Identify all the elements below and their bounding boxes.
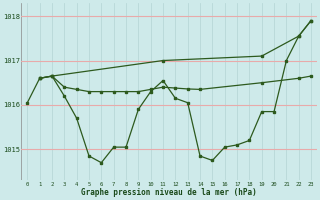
X-axis label: Graphe pression niveau de la mer (hPa): Graphe pression niveau de la mer (hPa) (81, 188, 257, 197)
